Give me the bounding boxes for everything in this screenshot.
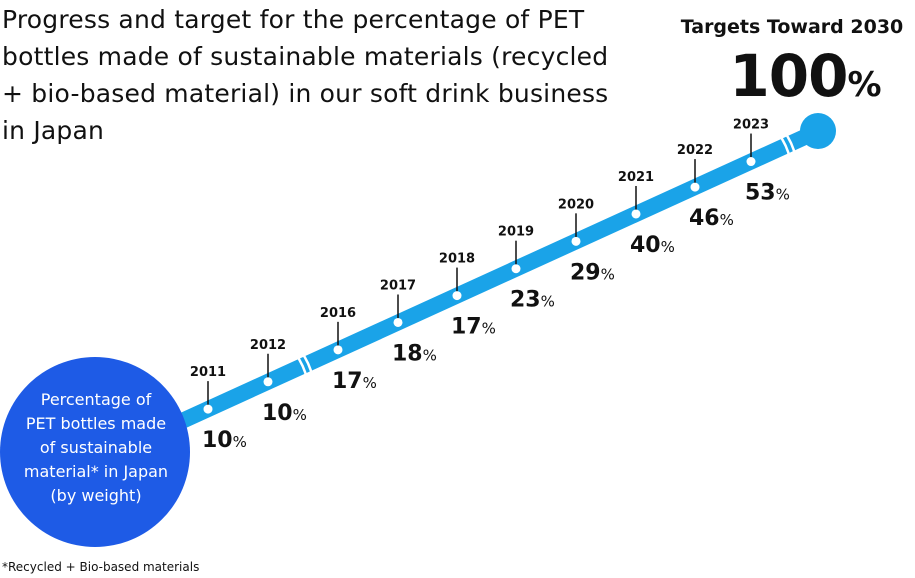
year-label: 2018 <box>439 252 475 267</box>
target-heading: Targets Toward 2030 <box>680 16 904 38</box>
year-label: 2016 <box>320 306 356 321</box>
target-unit: % <box>847 65 882 105</box>
year-label: 2021 <box>618 170 654 185</box>
data-point <box>393 317 403 327</box>
footnote: *Recycled + Bio-based materials <box>2 560 200 574</box>
band-break-mark <box>777 130 797 160</box>
target-number: 100 <box>729 42 848 110</box>
value-label: 46% <box>689 206 734 231</box>
value-label: 23% <box>510 288 555 313</box>
year-label: 2012 <box>250 338 286 353</box>
band-break-mark <box>294 350 314 380</box>
value-label: 29% <box>570 260 615 285</box>
value-label: 53% <box>745 181 790 206</box>
year-label: 2019 <box>498 225 534 240</box>
value-label: 18% <box>392 341 437 366</box>
value-label: 10% <box>202 428 247 453</box>
value-label: 17% <box>451 315 496 340</box>
year-label: 2017 <box>380 278 416 293</box>
target-end-circle <box>800 113 836 149</box>
start-circle <box>0 357 190 547</box>
data-point <box>746 157 756 167</box>
chart-title: Progress and target for the percentage o… <box>2 5 609 145</box>
value-label: 10% <box>262 401 307 426</box>
data-point <box>571 236 581 246</box>
data-point <box>452 291 462 301</box>
data-point <box>333 345 343 355</box>
year-label: 2023 <box>733 118 769 133</box>
data-point <box>690 182 700 192</box>
year-label: 2022 <box>677 143 713 158</box>
target-value: 100% <box>700 40 910 121</box>
value-label: 17% <box>332 369 377 394</box>
year-label: 2020 <box>558 197 594 212</box>
data-point <box>511 264 521 274</box>
value-label: 40% <box>630 233 675 258</box>
data-point <box>203 404 213 414</box>
data-point <box>631 209 641 219</box>
year-label: 2011 <box>190 365 226 380</box>
data-point <box>263 377 273 387</box>
circle-label: Percentage of PET bottles made of sustai… <box>23 390 169 505</box>
